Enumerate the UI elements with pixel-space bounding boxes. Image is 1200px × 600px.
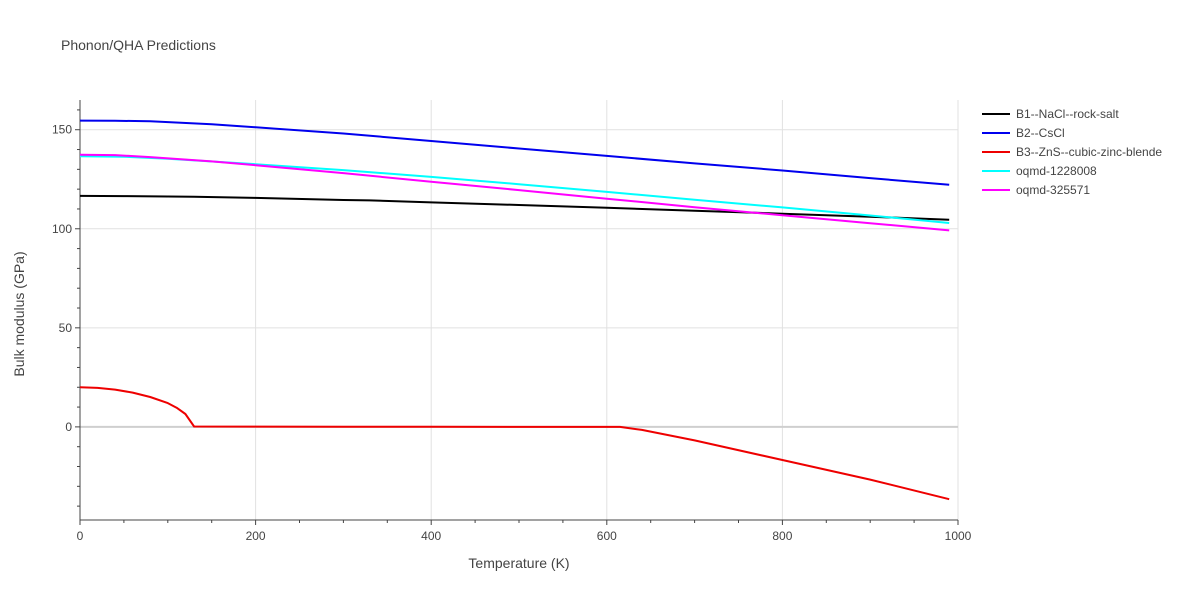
- y-tick-label: 100: [52, 222, 72, 236]
- x-tick-label: 400: [421, 529, 441, 543]
- legend-item[interactable]: B3--ZnS--cubic-zinc-blende: [982, 145, 1162, 159]
- series-line-B3--ZnS--cubic-zinc-blende: [79, 386, 950, 501]
- axes: [75, 100, 959, 525]
- series-line-B1--NaCl--rock-salt: [79, 194, 950, 221]
- y-axis-title: Bulk modulus (GPa): [11, 251, 27, 376]
- series-line-B2--CsCl: [79, 119, 950, 186]
- grid-lines: [80, 100, 959, 520]
- legend-label: oqmd-325571: [1016, 183, 1090, 197]
- y-tick-label: 0: [65, 420, 72, 434]
- legend[interactable]: B1--NaCl--rock-salt B2--CsCl B3--ZnS--cubi…: [982, 107, 1162, 197]
- x-tick-label: 0: [77, 529, 84, 543]
- y-tick-labels: 0 50 100 150: [52, 123, 72, 434]
- x-axis-title: Temperature (K): [468, 555, 569, 571]
- x-tick-labels: 0 200 400 600 800 1000: [77, 529, 972, 543]
- legend-label: B2--CsCl: [1016, 126, 1065, 140]
- series-layer: [79, 119, 950, 501]
- legend-item[interactable]: B2--CsCl: [982, 126, 1065, 140]
- legend-item[interactable]: oqmd-1228008: [982, 164, 1097, 178]
- x-tick-label: 200: [246, 529, 266, 543]
- x-tick-label: 1000: [945, 529, 972, 543]
- legend-label: B1--NaCl--rock-salt: [1016, 107, 1119, 121]
- x-tick-label: 800: [772, 529, 792, 543]
- series-line-oqmd-325571: [79, 153, 950, 232]
- legend-label: oqmd-1228008: [1016, 164, 1097, 178]
- y-tick-label: 50: [59, 321, 73, 335]
- x-tick-label: 600: [597, 529, 617, 543]
- y-tick-label: 150: [52, 123, 72, 137]
- legend-item[interactable]: B1--NaCl--rock-salt: [982, 107, 1119, 121]
- chart-title: Phonon/QHA Predictions: [61, 37, 216, 53]
- legend-label: B3--ZnS--cubic-zinc-blende: [1016, 145, 1162, 159]
- legend-item[interactable]: oqmd-325571: [982, 183, 1090, 197]
